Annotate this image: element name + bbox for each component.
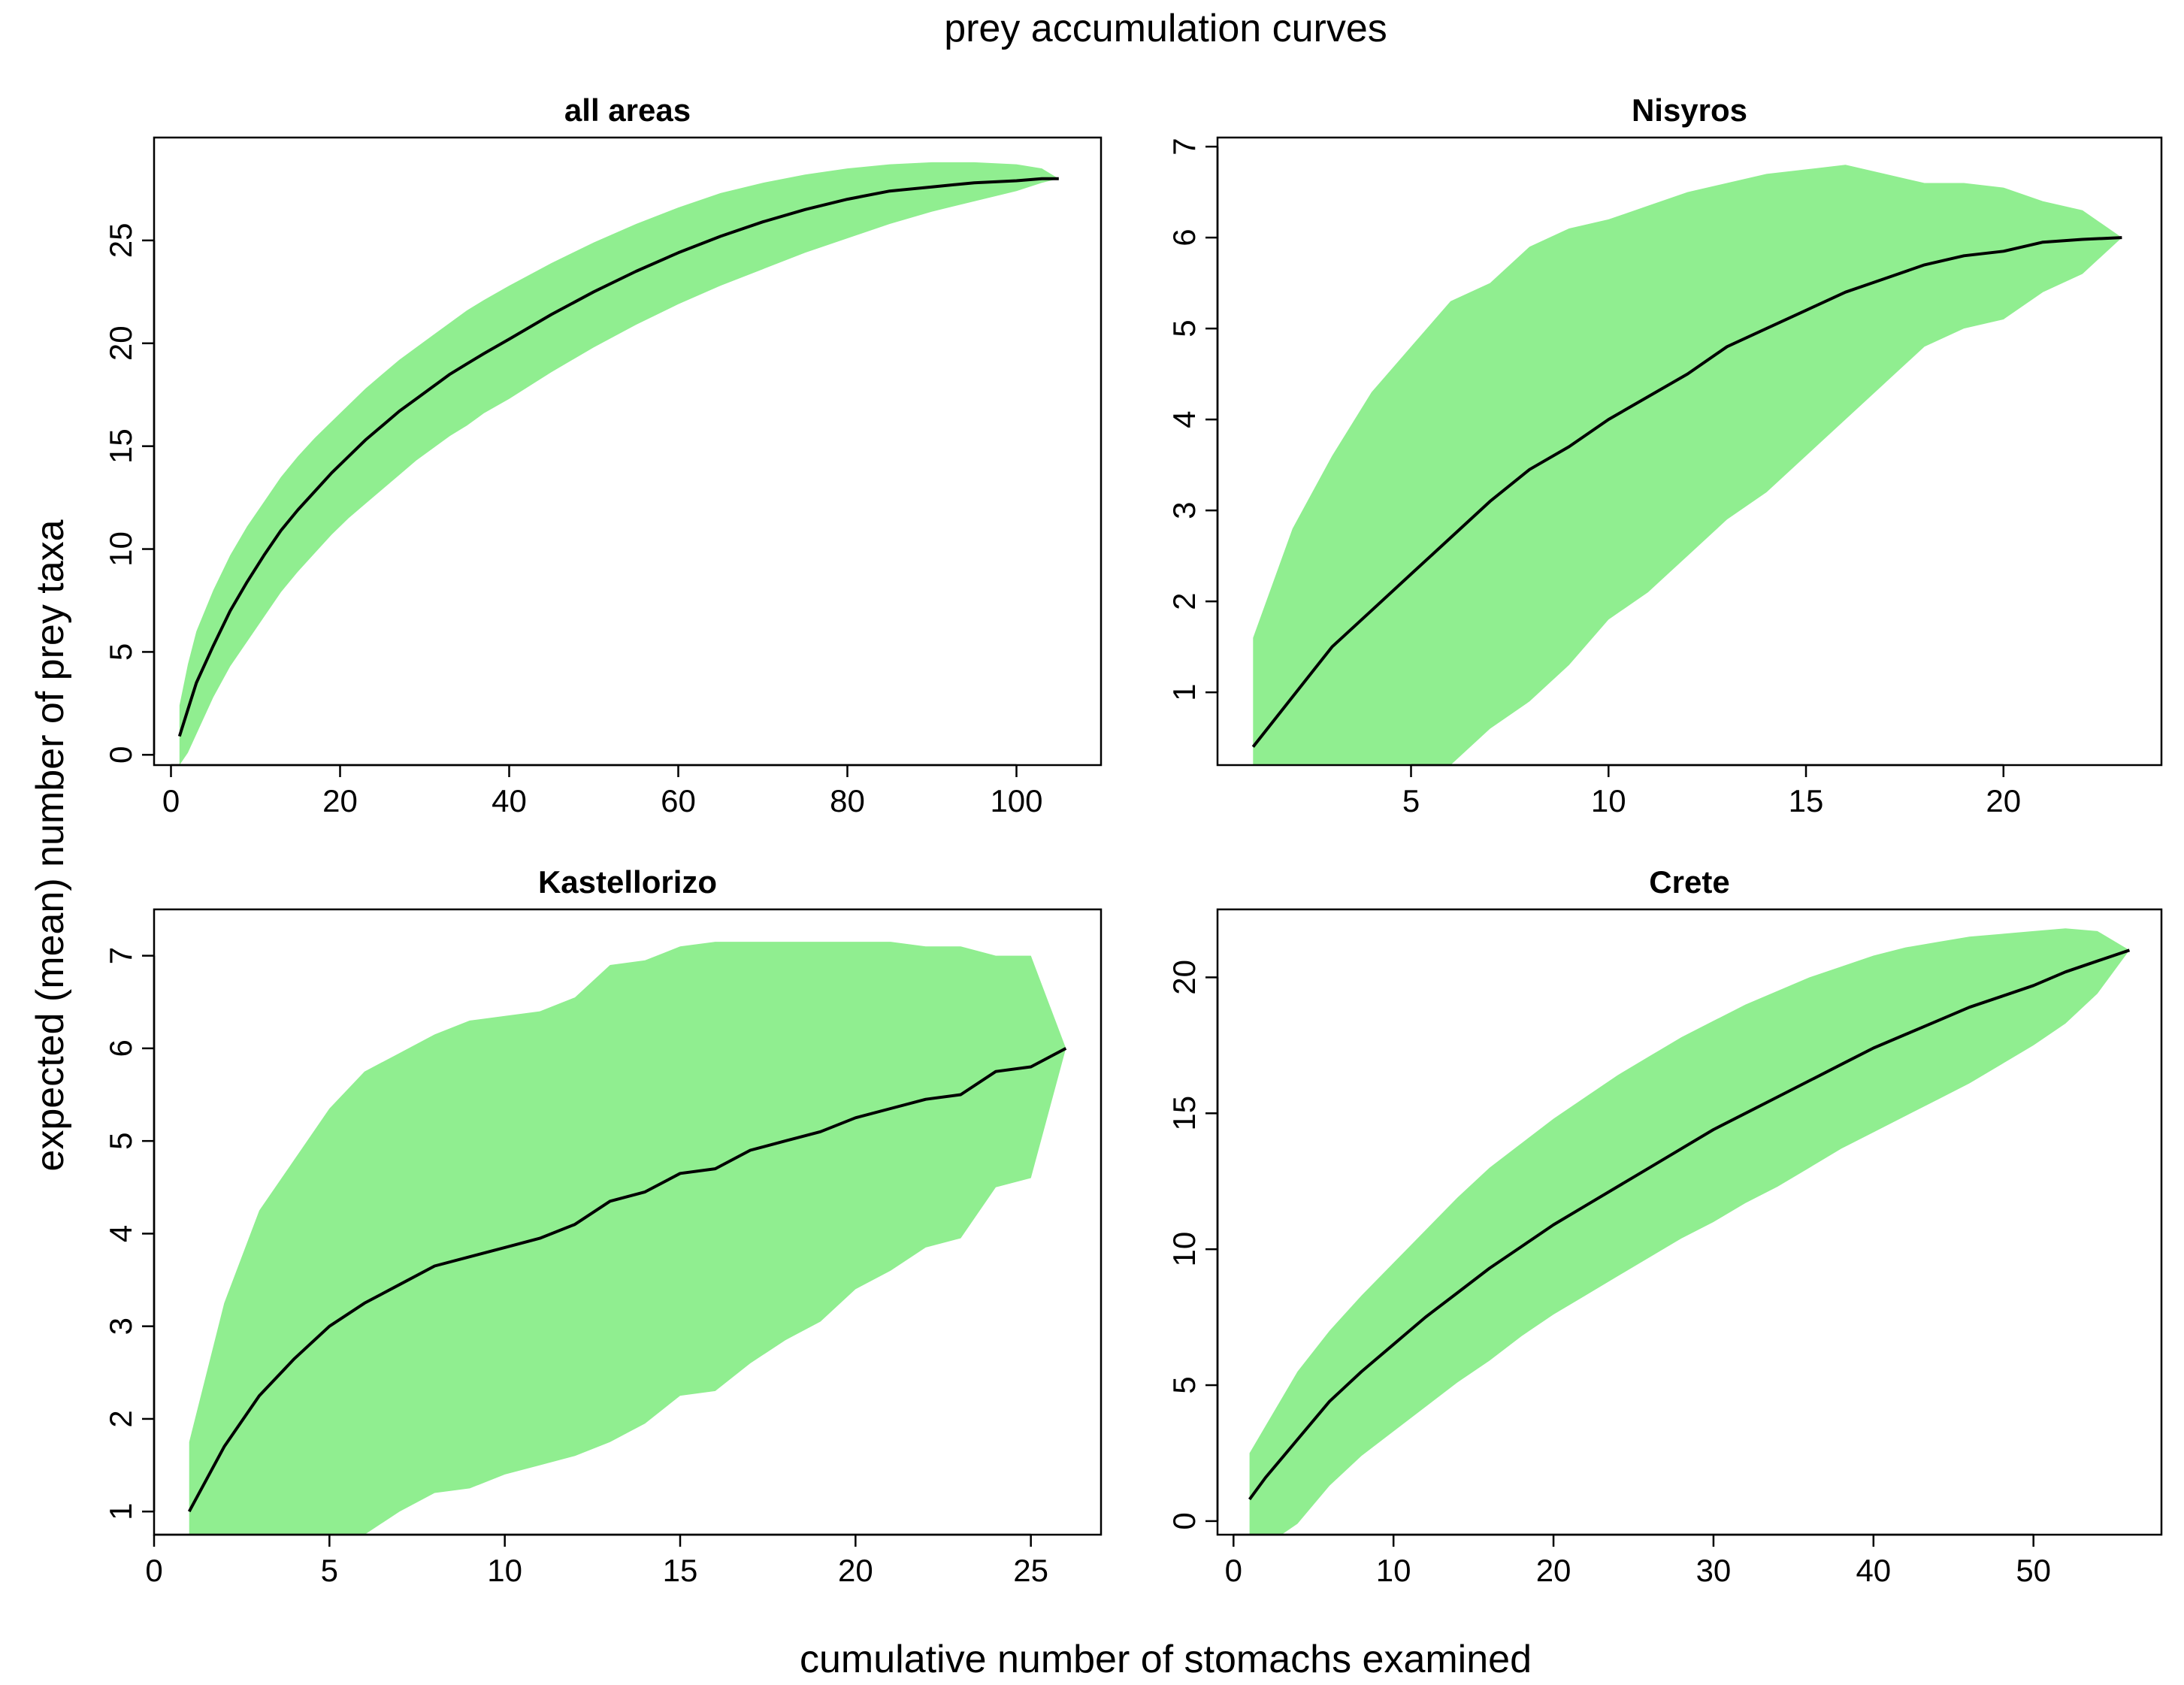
x-tick-label: 0 — [162, 783, 180, 818]
x-tick-label: 10 — [1376, 1553, 1411, 1588]
x-tick-label: 50 — [2016, 1553, 2051, 1588]
confidence-band-nisyros — [1253, 165, 2122, 765]
x-axis-nisyros: 5 10 15 20 — [1402, 764, 2021, 818]
mean-curve-all-areas — [177, 177, 1059, 737]
y-tick-label: 15 — [103, 428, 138, 464]
mean-curve-kastellorizo — [187, 1047, 1067, 1513]
x-tick-label: 30 — [1696, 1553, 1732, 1588]
mean-curve-nisyros — [1251, 236, 2122, 749]
y-tick-label: 2 — [1166, 592, 1202, 610]
y-tick-label: 15 — [1166, 1096, 1202, 1131]
x-tick-label: 10 — [1591, 783, 1626, 818]
y-tick-label: 3 — [103, 1317, 138, 1335]
y-axis-kastellorizo: 1 2 3 4 5 6 7 — [103, 947, 156, 1520]
plot-area-kastellorizo — [187, 942, 1067, 1535]
panel-nisyros: Nisyros 5 10 15 20 1 2 3 4 5 6 7 — [1166, 92, 2163, 818]
x-axis-kastellorizo: 0 5 10 15 20 25 — [145, 1533, 1048, 1588]
x-tick-label: 40 — [1856, 1553, 1891, 1588]
y-tick-label: 6 — [1166, 228, 1202, 246]
y-tick-label: 5 — [103, 1132, 138, 1149]
x-tick-label: 80 — [830, 783, 865, 818]
y-tick-label: 10 — [103, 531, 138, 567]
x-tick-label: 25 — [1013, 1553, 1048, 1588]
y-tick-label: 6 — [103, 1039, 138, 1057]
confidence-band-kastellorizo — [189, 942, 1066, 1535]
x-tick-label: 40 — [492, 783, 527, 818]
x-tick-label: 10 — [487, 1553, 522, 1588]
y-tick-label: 7 — [1166, 138, 1202, 155]
plot-area-all-areas — [177, 162, 1059, 765]
panel-crete: Crete 0 10 20 30 40 50 0 5 10 15 20 — [1166, 864, 2163, 1588]
y-tick-label: 7 — [103, 947, 138, 964]
plot-area-nisyros — [1251, 165, 2122, 765]
y-tick-label: 5 — [103, 643, 138, 661]
y-axis-nisyros: 1 2 3 4 5 6 7 — [1166, 138, 1219, 701]
y-tick-label: 1 — [103, 1503, 138, 1520]
panel-title-all-areas: all areas — [564, 92, 691, 128]
x-tick-label: 5 — [1402, 783, 1420, 818]
panel-all-areas: all areas 0 20 40 60 80 100 0 5 10 15 20 25 — [103, 92, 1103, 818]
x-tick-label: 15 — [663, 1553, 698, 1588]
panel-title-crete: Crete — [1649, 864, 1729, 900]
shared-x-axis-label: cumulative number of stomachs examined — [800, 1638, 1532, 1681]
y-tick-label: 20 — [103, 325, 138, 361]
panel-kastellorizo: Kastellorizo 0 5 10 15 20 25 1 2 3 4 5 6 7 — [103, 864, 1103, 1588]
shared-y-axis-label: expected (mean) number of prey taxa — [29, 519, 72, 1171]
x-axis-crete: 0 10 20 30 40 50 — [1225, 1533, 2051, 1588]
y-tick-label: 5 — [1166, 1376, 1202, 1393]
x-axis-all-areas: 0 20 40 60 80 100 — [162, 764, 1043, 818]
mean-curve-crete — [1248, 948, 2131, 1501]
figure-title: prey accumulation curves — [944, 7, 1387, 50]
confidence-band-crete — [1249, 928, 2130, 1535]
panel-title-kastellorizo: Kastellorizo — [538, 864, 717, 900]
y-tick-label: 0 — [1166, 1512, 1202, 1529]
y-tick-label: 5 — [1166, 319, 1202, 337]
plot-area-crete — [1248, 928, 2131, 1535]
y-axis-crete: 0 5 10 15 20 — [1166, 960, 1219, 1530]
y-tick-label: 3 — [1166, 501, 1202, 519]
x-tick-label: 20 — [1986, 783, 2021, 818]
x-tick-label: 20 — [1536, 1553, 1571, 1588]
x-tick-label: 60 — [661, 783, 696, 818]
x-tick-label: 20 — [322, 783, 358, 818]
x-tick-label: 5 — [321, 1553, 338, 1588]
x-tick-label: 20 — [838, 1553, 873, 1588]
x-tick-label: 0 — [145, 1553, 162, 1588]
y-tick-label: 25 — [103, 223, 138, 259]
y-tick-label: 10 — [1166, 1232, 1202, 1267]
y-tick-label: 2 — [103, 1410, 138, 1427]
y-tick-label: 4 — [1166, 410, 1202, 428]
y-tick-label: 20 — [1166, 960, 1202, 995]
y-tick-label: 1 — [1166, 684, 1202, 701]
x-tick-label: 15 — [1789, 783, 1824, 818]
x-tick-label: 0 — [1225, 1553, 1242, 1588]
x-tick-label: 100 — [990, 783, 1042, 818]
y-axis-all-areas: 0 5 10 15 20 25 — [103, 223, 156, 764]
panel-title-nisyros: Nisyros — [1632, 92, 1747, 128]
y-tick-label: 4 — [103, 1225, 138, 1242]
y-tick-label: 0 — [103, 746, 138, 764]
confidence-band-all-areas — [179, 162, 1059, 765]
